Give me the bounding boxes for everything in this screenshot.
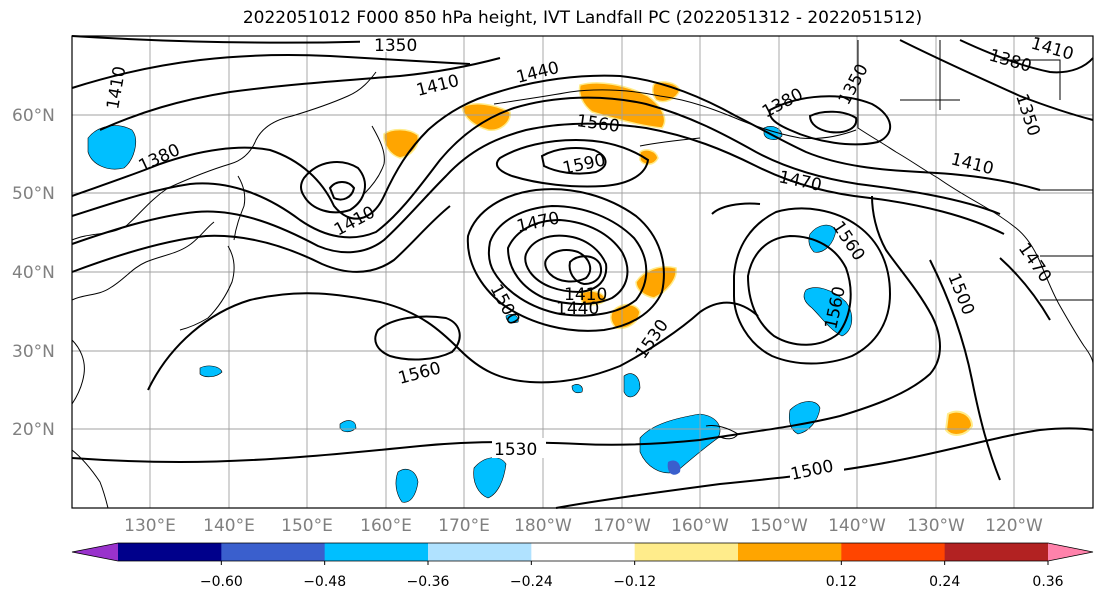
lat-label: 60°N — [12, 106, 55, 126]
contour-label: 1380 — [759, 84, 807, 122]
lon-label: 150°W — [750, 516, 808, 536]
contour-label: 1500 — [943, 270, 978, 318]
contour-label: 1380 — [136, 140, 184, 176]
colorbar-segment — [944, 543, 1049, 561]
colorbar-tick-label: −0.12 — [613, 574, 656, 590]
colorbar-tick-label: −0.36 — [407, 574, 450, 590]
contour-label: 1440 — [514, 58, 561, 88]
ivt-negative-patch — [803, 287, 853, 337]
ivt-negative-patch — [667, 460, 681, 475]
colorbar-tick-label: −0.60 — [200, 574, 243, 590]
lat-label: 50°N — [12, 184, 55, 204]
colorbar-segment — [738, 543, 842, 561]
contour-label: 1380 — [987, 46, 1034, 77]
lon-label: 160°E — [360, 516, 412, 536]
map-frame — [71, 35, 1094, 509]
contour-label: 1590 — [561, 150, 607, 179]
map-title: 2022051012 F000 850 hPa height, IVT Land… — [242, 8, 923, 28]
lon-label: 160°W — [671, 516, 729, 536]
ivt-negative-patch — [395, 469, 419, 503]
colorbar-tick-label: −0.24 — [510, 574, 553, 590]
contour-label: 1350 — [374, 36, 417, 56]
longitude-labels: 130°E 140°E 150°E 160°E 170°E 180°W 170°… — [124, 516, 1043, 536]
lon-label: 170°E — [438, 516, 490, 536]
contour-label: 1440 — [556, 299, 599, 319]
colorbar-tick-label: −0.48 — [303, 574, 346, 590]
ivt-negative-patch — [571, 384, 583, 394]
contour-label: 1470 — [777, 167, 823, 196]
ivt-positive-patch — [635, 266, 677, 299]
ivt-negative-patch — [87, 125, 136, 170]
lat-label: 20°N — [12, 420, 55, 440]
colorbar-segment — [531, 543, 636, 561]
ivt-positive-patch — [383, 128, 420, 159]
lat-label: 30°N — [12, 342, 55, 362]
contour-label: 1530 — [632, 316, 673, 363]
colorbar-segment — [324, 543, 429, 561]
ivt-negative-patch — [199, 365, 223, 378]
ivt-negative-patch — [623, 373, 641, 398]
coastlines — [71, 40, 1094, 509]
ivt-positive-patch — [944, 410, 974, 436]
ivt-negative-patch — [505, 314, 519, 324]
lon-label: 130°W — [907, 516, 965, 536]
colorbar-segment — [841, 543, 946, 561]
colorbar-ticks: −0.60−0.48−0.36−0.24−0.120.120.240.360.4… — [200, 561, 1064, 590]
lon-label: 170°W — [593, 516, 651, 536]
contour-label: 1410 — [103, 65, 130, 111]
contour-label: 1410 — [414, 71, 461, 101]
lon-label: 120°W — [985, 516, 1043, 536]
lat-label: 40°N — [12, 263, 55, 283]
contour-label: 1560 — [828, 218, 869, 265]
colorbar-segment — [221, 543, 326, 561]
latitude-labels: 60°N 50°N 40°N 30°N 20°N — [12, 106, 55, 440]
colorbar-tick-label: 0.12 — [826, 574, 857, 590]
ivt-negative-patch — [788, 401, 821, 435]
height-contours — [71, 35, 1094, 509]
lon-label: 140°E — [203, 516, 255, 536]
ivt-positive-patch — [639, 149, 659, 165]
colorbar-extension-high — [1048, 543, 1093, 561]
contour-label: 1500 — [486, 281, 524, 329]
colorbar-segment — [634, 543, 739, 561]
contour-label: 1410 — [564, 285, 607, 305]
colorbar-extension-low — [72, 543, 118, 561]
contour-label: 1560 — [396, 358, 443, 389]
colorbar — [71, 542, 1094, 562]
colorbar-tick-label: 0.24 — [929, 574, 960, 590]
contour-label: 1530 — [494, 440, 537, 460]
ivt-negative-patch — [473, 457, 507, 499]
ivt-negative-patch — [339, 420, 357, 433]
ivt-positive-patch — [461, 103, 511, 131]
lon-label: 180°W — [514, 516, 572, 536]
lon-label: 130°E — [124, 516, 176, 536]
colorbar-segment — [428, 543, 532, 561]
lon-label: 140°W — [828, 516, 886, 536]
colorbar-tick-label: 0.36 — [1032, 574, 1063, 590]
colorbar-segment — [118, 543, 222, 561]
lon-label: 150°E — [281, 516, 333, 536]
colorbar-outline — [71, 542, 1094, 562]
